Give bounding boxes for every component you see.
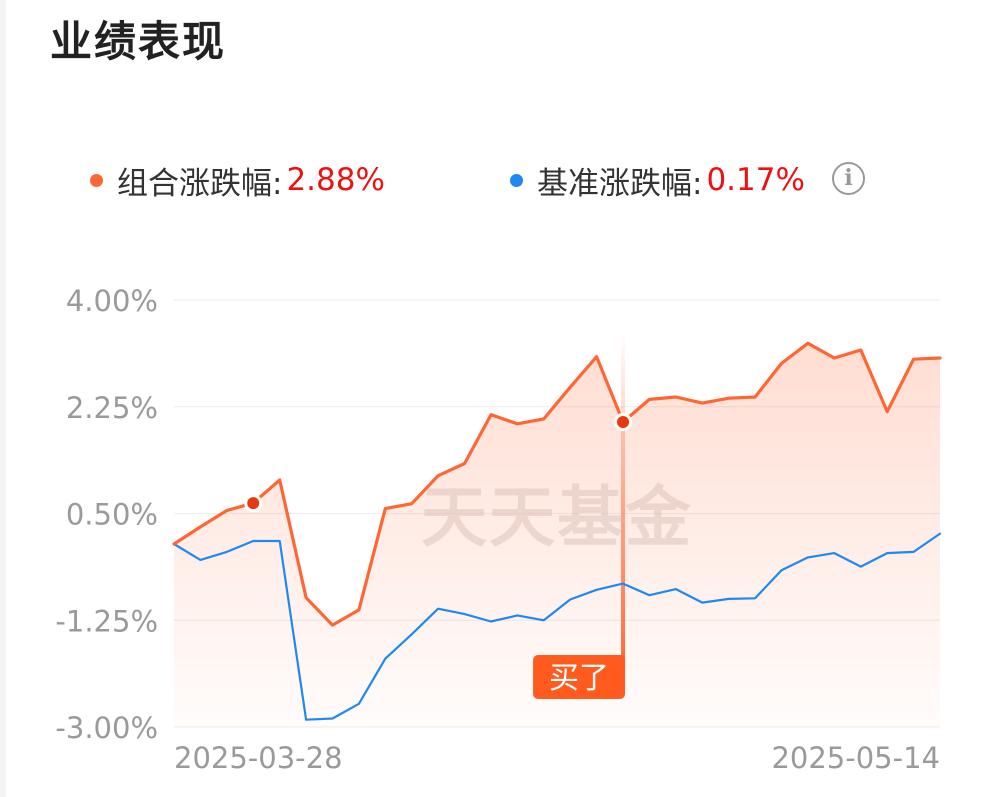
benchmark-series-line bbox=[172, 532, 942, 721]
buy-label-text: 买了 bbox=[549, 661, 609, 696]
info-circle-icon[interactable]: i bbox=[832, 162, 865, 195]
legend-benchmark: 基准涨跌幅: 0.17% bbox=[510, 158, 805, 202]
portfolio-dot-icon bbox=[90, 173, 103, 187]
left-edge-strip bbox=[0, 0, 6, 797]
page-title: 业绩表现 bbox=[50, 17, 227, 66]
buy-marker-line bbox=[621, 330, 626, 670]
y-tick-label: 0.50% bbox=[66, 498, 158, 532]
y-tick-label: 4.00% bbox=[66, 284, 158, 318]
benchmark-dot-icon bbox=[510, 173, 523, 187]
benchmark-value: 0.17% bbox=[706, 162, 805, 198]
portfolio-label: 组合涨跌幅: bbox=[117, 165, 283, 202]
buy-label-box bbox=[533, 655, 626, 699]
portfolio-series-line bbox=[172, 341, 942, 627]
y-tick-label: 2.25% bbox=[66, 391, 158, 425]
y-tick-label: -3.00% bbox=[55, 711, 158, 745]
series-point-marker bbox=[614, 413, 633, 431]
y-tick-label: -1.25% bbox=[55, 604, 158, 638]
series-point-marker bbox=[244, 494, 263, 513]
benchmark-label: 基准涨跌幅: bbox=[537, 165, 703, 202]
portfolio-area bbox=[174, 343, 940, 727]
legend-portfolio: 组合涨跌幅: 2.88% bbox=[90, 158, 385, 202]
x-tick-label: 2025-05-14 bbox=[771, 741, 940, 775]
x-tick-label: 2025-03-28 bbox=[174, 741, 343, 775]
portfolio-value: 2.88% bbox=[286, 162, 385, 198]
